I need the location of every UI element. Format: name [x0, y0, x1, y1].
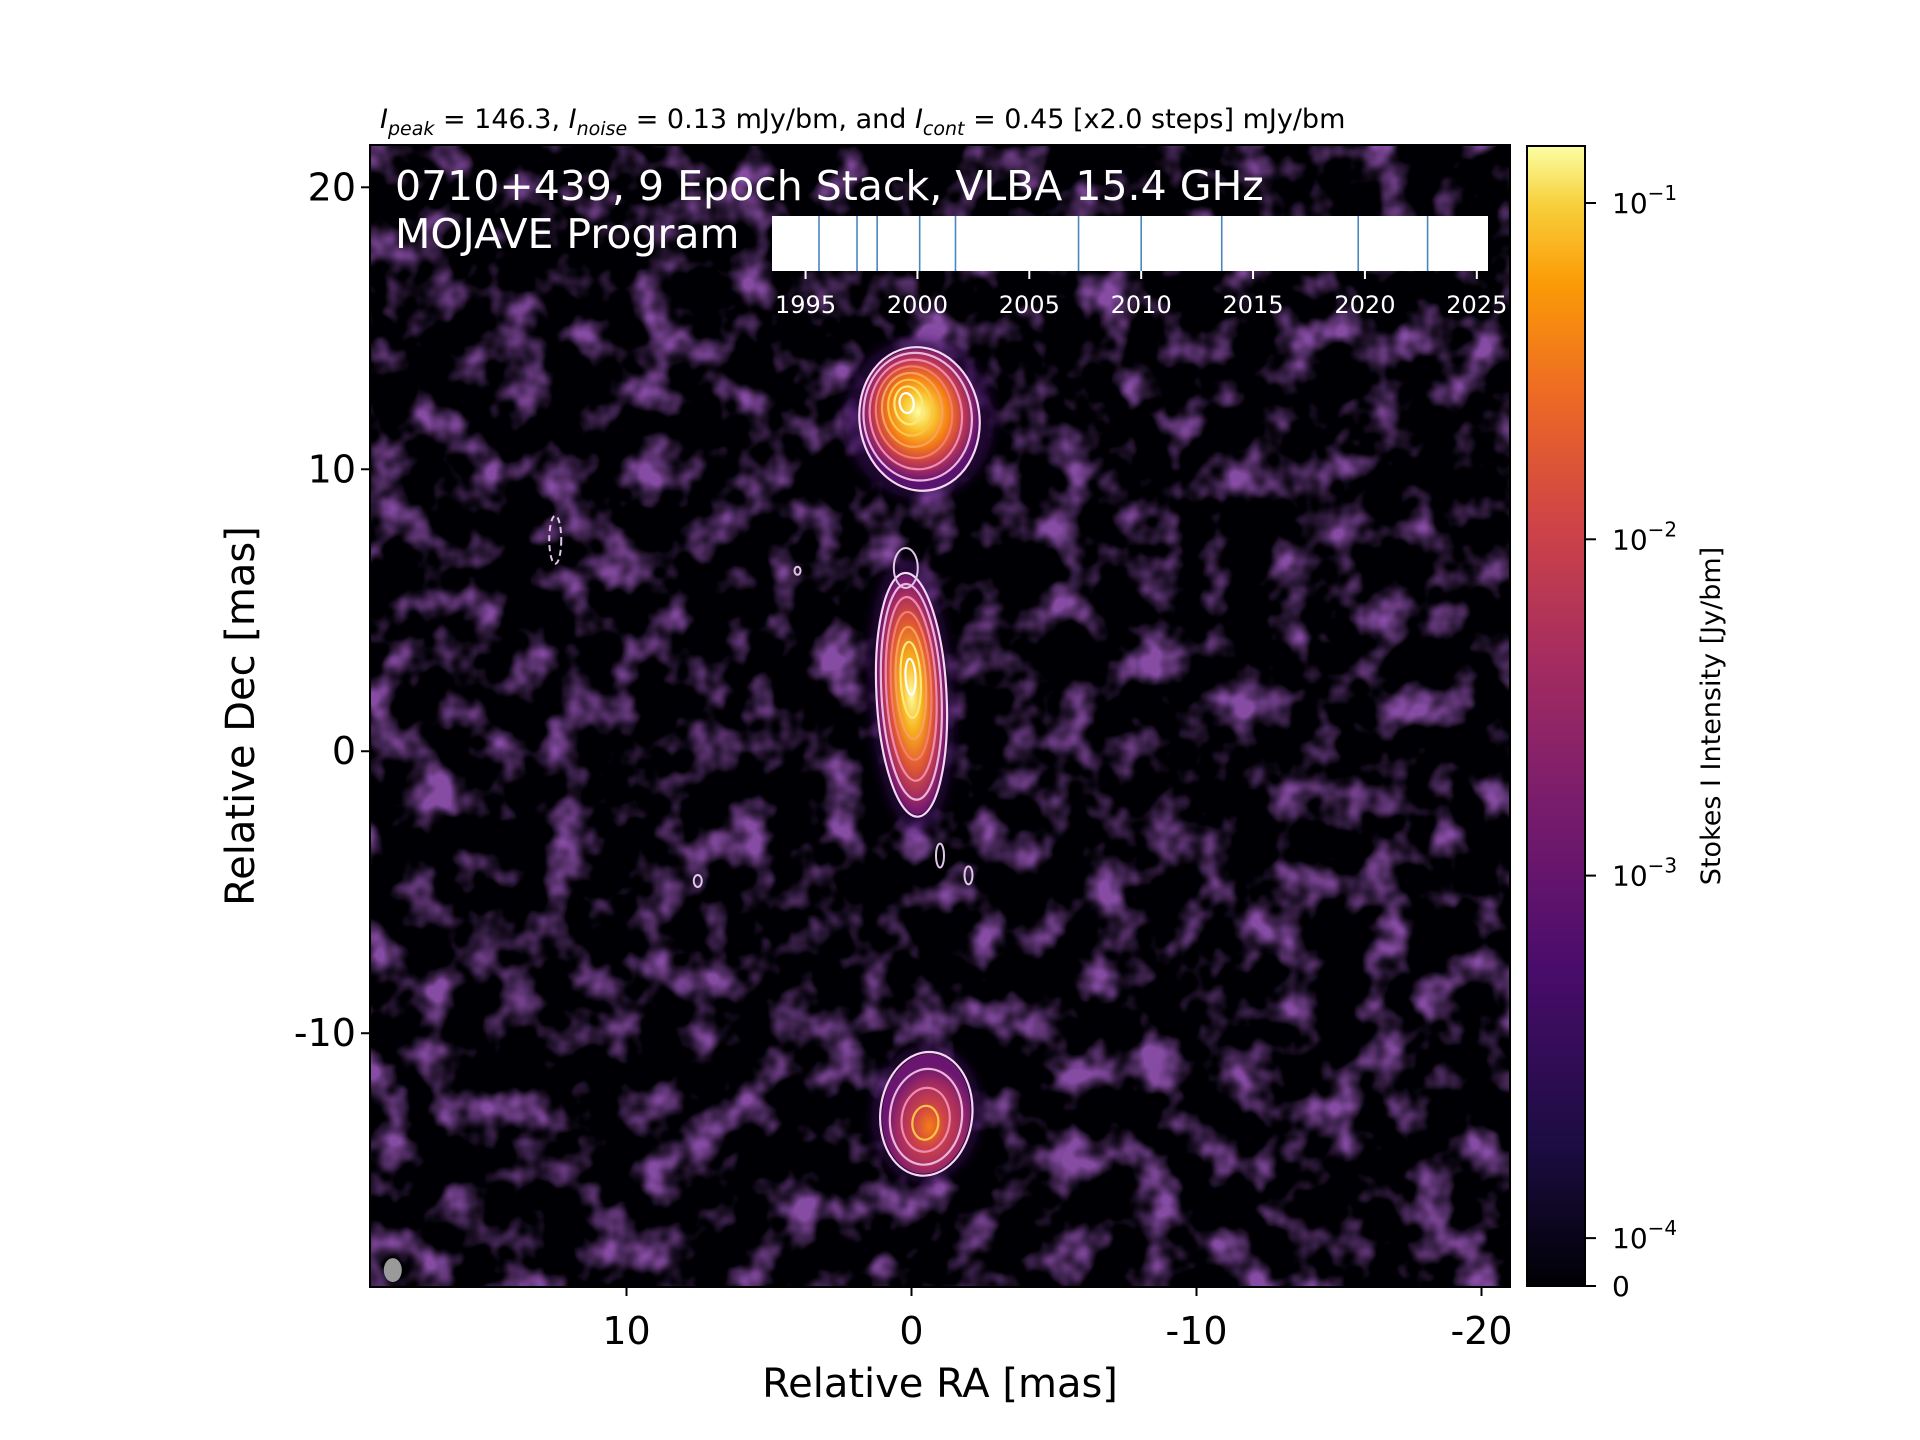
x-axis-label: Relative RA [mas] — [762, 1361, 1118, 1407]
timeline-ticks: 1995 2000 2005 2010 2015 2020 2025 — [775, 271, 1507, 319]
program-label: MOJAVE Program — [395, 210, 739, 258]
colorbar-tick-label: 10−3 — [1612, 854, 1677, 893]
image-plot: 0710+439, 9 Epoch Stack, VLBA 15.4 GHz M… — [369, 144, 1511, 1288]
timeline-tick-label: 2005 — [999, 291, 1060, 319]
contour-level — [911, 1104, 940, 1141]
y-tick-label: 0 — [332, 729, 356, 773]
contour-level — [893, 385, 924, 426]
colorbar-tick-label: 0 — [1612, 1270, 1630, 1303]
contour-island — [793, 565, 802, 576]
timeline-tick-label: 2020 — [1334, 291, 1395, 319]
epoch-timeline: 1995 2000 2005 2010 2015 2020 2025 — [772, 216, 1507, 319]
cont-subscript: cont — [923, 118, 966, 140]
peak-subscript: peak — [387, 118, 435, 140]
noise-subscript: noise — [577, 118, 628, 140]
contour-level — [862, 351, 973, 482]
timeline-tick-label: 2015 — [1223, 291, 1284, 319]
source-label: 0710+439, 9 Epoch Stack, VLBA 15.4 GHz — [395, 162, 1264, 210]
contour-level — [884, 595, 938, 782]
contour-level — [899, 640, 922, 719]
contour-level — [887, 378, 934, 437]
contour-island — [692, 873, 703, 888]
y-tick-label: -10 — [294, 1011, 356, 1055]
i-cont-symbol: I — [915, 104, 923, 135]
i-peak-symbol: I — [380, 104, 388, 135]
colorbar-gradient — [1526, 145, 1586, 1287]
x-tick-label: -10 — [1165, 1309, 1227, 1353]
x-tick-label: 10 — [602, 1309, 650, 1353]
timeline-tick-label: 1995 — [775, 291, 836, 319]
timeline-tick-label: 2000 — [887, 291, 948, 319]
y-tick-label: 10 — [308, 447, 356, 491]
contour-level — [889, 610, 933, 761]
y-axis-ticks: 20 10 0 -10 — [294, 165, 370, 1055]
contour-island — [892, 546, 919, 589]
epoch-lines — [818, 216, 1429, 271]
colorbar: 0 10−4 10−3 10−2 10−1 Stokes I Intensity [Jy… — [1526, 145, 1727, 1303]
contour-level — [868, 358, 964, 471]
contour-island — [935, 842, 945, 869]
cont-text: = 0.45 [x2.0 steps] mJy/bm — [964, 104, 1345, 135]
colorbar-label: Stokes I Intensity [Jy/bm] — [1696, 547, 1727, 885]
x-axis-ticks: 10 0 -10 -20 — [602, 1287, 1513, 1353]
contour-level — [874, 365, 954, 460]
timeline-box — [772, 216, 1488, 271]
contour-level — [894, 625, 928, 740]
timeline-tick-label: 2010 — [1111, 291, 1172, 319]
emission-component — [882, 1053, 971, 1174]
noise-text: = 0.13 mJy/bm, and — [627, 104, 915, 135]
x-tick-label: 0 — [899, 1309, 923, 1353]
contour-level — [879, 582, 943, 801]
contour-level — [880, 371, 944, 448]
contour-island — [548, 514, 563, 565]
y-axis-label: Relative Dec [mas] — [218, 526, 264, 906]
timeline-tick-label: 2025 — [1446, 291, 1507, 319]
x-tick-label: -20 — [1450, 1309, 1512, 1353]
peak-text: = 146.3, — [434, 104, 568, 135]
contour-level — [888, 1067, 964, 1166]
contour-level — [898, 392, 915, 415]
contour-level — [858, 346, 981, 492]
contour-island — [963, 865, 974, 886]
colorbar-tick-label: 10−2 — [1612, 517, 1677, 556]
y-tick-label: 20 — [308, 165, 356, 209]
contour-level — [878, 1050, 974, 1177]
beam-ellipse — [383, 1258, 402, 1283]
figure-header: Ipeak = 146.3, Inoise = 0.13 mJy/bm, and… — [380, 104, 1345, 140]
colorbar-ticks: 0 10−4 10−3 10−2 10−1 — [1585, 181, 1677, 1303]
contour-level — [874, 571, 949, 818]
i-noise-symbol: I — [569, 104, 577, 135]
contour-layer — [548, 346, 981, 1177]
plot-frame — [369, 144, 1511, 1288]
contour-level — [904, 657, 917, 696]
contour-level — [900, 1086, 951, 1153]
colorbar-tick-label: 10−4 — [1612, 1216, 1677, 1255]
colorbar-tick-label: 10−1 — [1612, 181, 1677, 220]
